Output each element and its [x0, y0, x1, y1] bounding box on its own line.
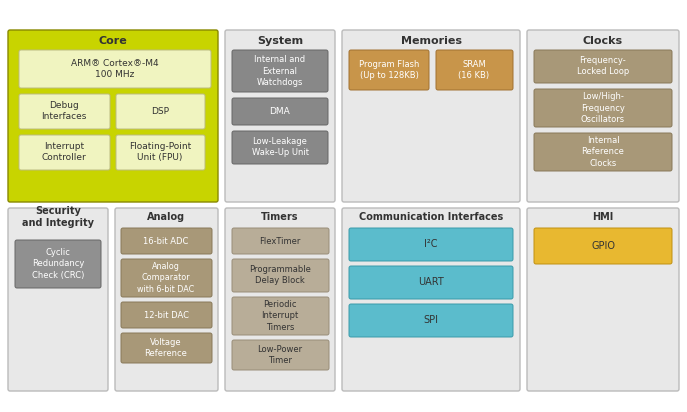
FancyBboxPatch shape [232, 297, 329, 335]
FancyBboxPatch shape [527, 208, 679, 391]
FancyBboxPatch shape [534, 228, 672, 264]
Text: Periodic
Interrupt
Timers: Periodic Interrupt Timers [261, 300, 299, 332]
FancyBboxPatch shape [534, 133, 672, 171]
Text: Communication Interfaces: Communication Interfaces [359, 212, 503, 222]
Text: Memories: Memories [401, 36, 462, 46]
Text: DSP: DSP [151, 106, 169, 115]
Text: Low/High-
Frequency
Oscillators: Low/High- Frequency Oscillators [581, 92, 625, 124]
Text: Debug
Interfaces: Debug Interfaces [41, 101, 87, 121]
Text: 12-bit DAC: 12-bit DAC [144, 311, 188, 319]
FancyBboxPatch shape [534, 50, 672, 83]
FancyBboxPatch shape [349, 228, 513, 261]
Text: I²C: I²C [425, 239, 438, 249]
FancyBboxPatch shape [19, 135, 110, 170]
FancyBboxPatch shape [342, 30, 520, 202]
FancyBboxPatch shape [232, 131, 328, 164]
FancyBboxPatch shape [225, 30, 335, 202]
FancyBboxPatch shape [342, 208, 520, 391]
FancyBboxPatch shape [15, 240, 101, 288]
Text: Internal and
External
Watchdogs: Internal and External Watchdogs [254, 55, 306, 87]
Text: Voltage
Reference: Voltage Reference [144, 338, 188, 358]
Text: ARM® Cortex®-M4
100 MHz: ARM® Cortex®-M4 100 MHz [71, 59, 159, 79]
Text: Low-Power
Timer: Low-Power Timer [258, 345, 302, 365]
Text: Programmable
Delay Block: Programmable Delay Block [249, 265, 311, 285]
Text: Core: Core [99, 36, 127, 46]
Text: Analog
Comparator
with 6-bit DAC: Analog Comparator with 6-bit DAC [137, 262, 194, 294]
Text: Frequency-
Locked Loop: Frequency- Locked Loop [577, 56, 629, 76]
FancyBboxPatch shape [349, 304, 513, 337]
FancyBboxPatch shape [121, 302, 212, 328]
Text: Program Flash
(Up to 128KB): Program Flash (Up to 128KB) [359, 60, 419, 80]
Text: GPIO: GPIO [591, 241, 615, 251]
Text: Analog: Analog [147, 212, 185, 222]
FancyBboxPatch shape [8, 208, 108, 391]
Text: SRAM
(16 KB): SRAM (16 KB) [458, 60, 490, 80]
FancyBboxPatch shape [232, 50, 328, 92]
FancyBboxPatch shape [121, 228, 212, 254]
FancyBboxPatch shape [349, 50, 429, 90]
Text: 16-bit ADC: 16-bit ADC [144, 236, 189, 246]
FancyBboxPatch shape [19, 94, 110, 129]
FancyBboxPatch shape [232, 340, 329, 370]
Text: UART: UART [418, 277, 444, 287]
FancyBboxPatch shape [116, 135, 205, 170]
FancyBboxPatch shape [232, 228, 329, 254]
Text: Low-Leakage
Wake-Up Unit: Low-Leakage Wake-Up Unit [251, 137, 308, 157]
FancyBboxPatch shape [527, 30, 679, 202]
FancyBboxPatch shape [8, 30, 218, 202]
FancyBboxPatch shape [232, 259, 329, 292]
FancyBboxPatch shape [225, 208, 335, 391]
FancyBboxPatch shape [115, 208, 218, 391]
Text: Interrupt
Controller: Interrupt Controller [42, 142, 87, 162]
Text: HMI: HMI [592, 212, 613, 222]
FancyBboxPatch shape [121, 333, 212, 363]
FancyBboxPatch shape [534, 89, 672, 127]
Text: DMA: DMA [269, 106, 291, 115]
Text: SPI: SPI [423, 315, 438, 325]
FancyBboxPatch shape [116, 94, 205, 129]
Text: Clocks: Clocks [583, 36, 623, 46]
Text: System: System [257, 36, 303, 46]
FancyBboxPatch shape [232, 98, 328, 125]
Text: Security
and Integrity: Security and Integrity [22, 206, 94, 228]
Text: Internal
Reference
Clocks: Internal Reference Clocks [582, 136, 624, 168]
FancyBboxPatch shape [19, 50, 211, 88]
Text: Cyclic
Redundancy
Check (CRC): Cyclic Redundancy Check (CRC) [32, 248, 85, 280]
Text: FlexTimer: FlexTimer [259, 236, 301, 246]
FancyBboxPatch shape [349, 266, 513, 299]
Text: Floating-Point
Unit (FPU): Floating-Point Unit (FPU) [129, 142, 191, 162]
Text: Timers: Timers [261, 212, 299, 222]
FancyBboxPatch shape [121, 259, 212, 297]
FancyBboxPatch shape [436, 50, 513, 90]
